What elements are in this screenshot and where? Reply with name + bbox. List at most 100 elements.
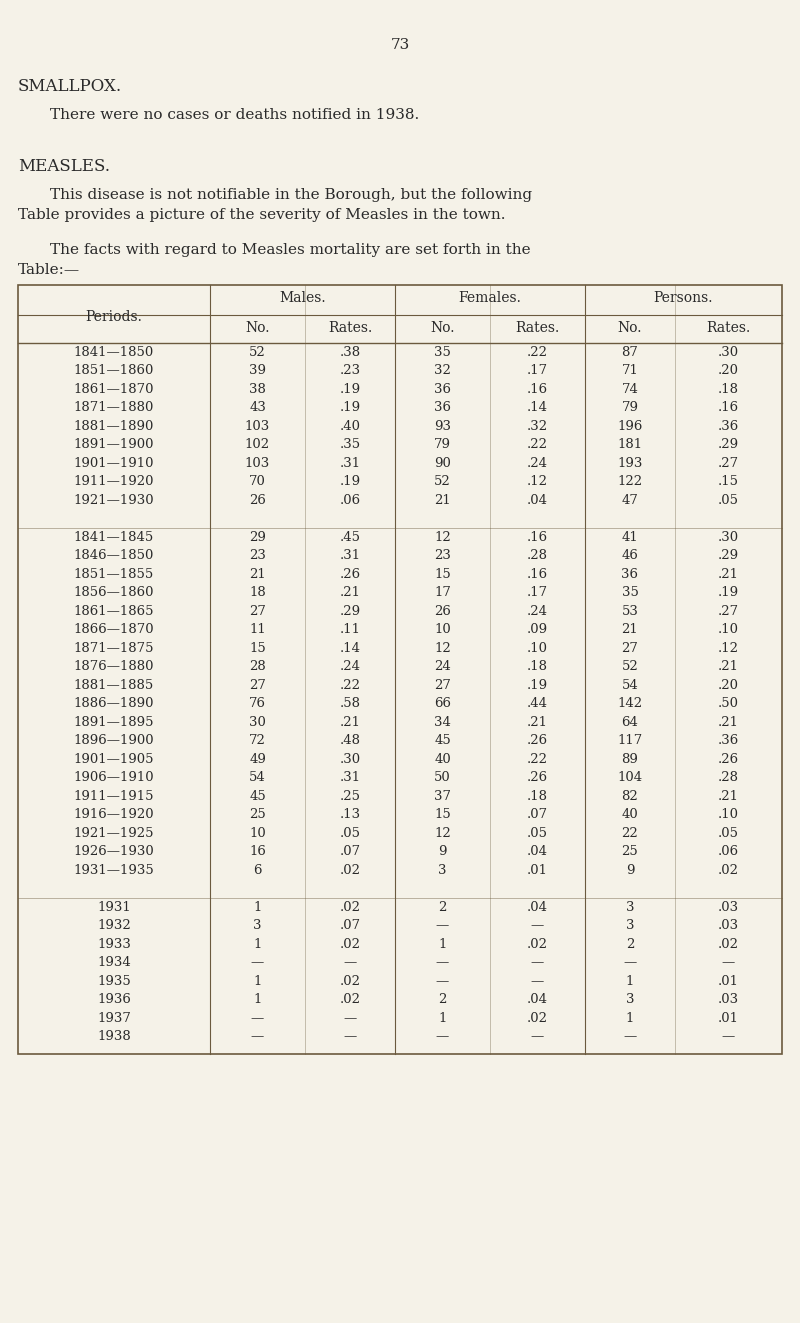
Text: 3: 3 (626, 901, 634, 914)
Text: .12: .12 (718, 642, 739, 655)
Text: 1: 1 (438, 1012, 446, 1025)
Text: —: — (343, 1012, 357, 1025)
Text: 23: 23 (434, 549, 451, 562)
Text: 1934: 1934 (97, 957, 131, 970)
Text: .29: .29 (339, 605, 361, 618)
Text: Rates.: Rates. (515, 321, 560, 335)
Text: 1921—1925: 1921—1925 (74, 827, 154, 840)
Text: 1: 1 (254, 975, 262, 988)
Text: .24: .24 (527, 456, 548, 470)
Text: 1: 1 (626, 975, 634, 988)
Text: 15: 15 (249, 642, 266, 655)
Text: 1933: 1933 (97, 938, 131, 951)
Text: —: — (531, 957, 544, 970)
Text: 24: 24 (434, 660, 451, 673)
Text: 1861—1865: 1861—1865 (74, 605, 154, 618)
Text: —: — (436, 1031, 449, 1044)
Text: 1901—1905: 1901—1905 (74, 753, 154, 766)
Text: 34: 34 (434, 716, 451, 729)
Text: This disease is not notifiable in the Borough, but the following: This disease is not notifiable in the Bo… (50, 188, 532, 202)
Text: 45: 45 (249, 790, 266, 803)
Text: —: — (623, 1031, 637, 1044)
Text: 16: 16 (249, 845, 266, 859)
Bar (18, 284, 782, 1054)
Text: .06: .06 (718, 845, 739, 859)
Text: 53: 53 (622, 605, 638, 618)
Text: .22: .22 (527, 753, 548, 766)
Text: —: — (623, 957, 637, 970)
Text: 21: 21 (434, 493, 451, 507)
Text: .23: .23 (339, 364, 361, 377)
Text: .26: .26 (718, 753, 739, 766)
Text: .29: .29 (718, 438, 739, 451)
Text: —: — (436, 975, 449, 988)
Text: .07: .07 (527, 808, 548, 822)
Text: 17: 17 (434, 586, 451, 599)
Text: 9: 9 (626, 864, 634, 877)
Text: .30: .30 (718, 345, 739, 359)
Text: 15: 15 (434, 568, 451, 581)
Text: .07: .07 (339, 845, 361, 859)
Text: Persons.: Persons. (654, 291, 714, 306)
Text: 104: 104 (618, 771, 642, 785)
Text: .05: .05 (718, 827, 739, 840)
Text: .26: .26 (527, 771, 548, 785)
Text: 12: 12 (434, 642, 451, 655)
Text: .02: .02 (339, 901, 361, 914)
Text: 12: 12 (434, 827, 451, 840)
Text: .05: .05 (527, 827, 548, 840)
Text: 2: 2 (438, 994, 446, 1007)
Text: 3: 3 (438, 864, 446, 877)
Text: 10: 10 (249, 827, 266, 840)
Text: 6: 6 (254, 864, 262, 877)
Text: .29: .29 (718, 549, 739, 562)
Text: Table provides a picture of the severity of Measles in the town.: Table provides a picture of the severity… (18, 208, 506, 222)
Text: .21: .21 (339, 586, 361, 599)
Text: .07: .07 (339, 919, 361, 933)
Text: 2: 2 (626, 938, 634, 951)
Text: 35: 35 (622, 586, 638, 599)
Text: 1936: 1936 (97, 994, 131, 1007)
Text: .19: .19 (718, 586, 739, 599)
Text: 1911—1920: 1911—1920 (74, 475, 154, 488)
Text: There were no cases or deaths notified in 1938.: There were no cases or deaths notified i… (50, 108, 419, 122)
Text: 103: 103 (245, 419, 270, 433)
Text: .15: .15 (718, 475, 739, 488)
Text: 27: 27 (249, 605, 266, 618)
Text: .17: .17 (527, 586, 548, 599)
Text: .02: .02 (339, 938, 361, 951)
Text: .22: .22 (339, 679, 361, 692)
Text: .28: .28 (527, 549, 548, 562)
Text: 73: 73 (390, 38, 410, 52)
Text: .03: .03 (718, 901, 739, 914)
Text: 26: 26 (434, 605, 451, 618)
Text: 52: 52 (249, 345, 266, 359)
Text: .04: .04 (527, 901, 548, 914)
Text: .05: .05 (718, 493, 739, 507)
Text: 117: 117 (618, 734, 642, 747)
Text: 1906—1910: 1906—1910 (74, 771, 154, 785)
Text: 1935: 1935 (97, 975, 131, 988)
Text: .21: .21 (718, 716, 739, 729)
Text: —: — (722, 1031, 735, 1044)
Text: .19: .19 (339, 475, 361, 488)
Text: 66: 66 (434, 697, 451, 710)
Text: .32: .32 (527, 419, 548, 433)
Text: 12: 12 (434, 531, 451, 544)
Text: .48: .48 (339, 734, 361, 747)
Text: .18: .18 (527, 790, 548, 803)
Text: .19: .19 (339, 401, 361, 414)
Text: 1: 1 (254, 938, 262, 951)
Text: 54: 54 (622, 679, 638, 692)
Text: 181: 181 (618, 438, 642, 451)
Text: 45: 45 (434, 734, 451, 747)
Text: 1896—1900: 1896—1900 (74, 734, 154, 747)
Text: 1881—1890: 1881—1890 (74, 419, 154, 433)
Text: 1: 1 (254, 901, 262, 914)
Text: .10: .10 (718, 808, 739, 822)
Text: 79: 79 (434, 438, 451, 451)
Text: 196: 196 (618, 419, 642, 433)
Text: .22: .22 (527, 438, 548, 451)
Text: .36: .36 (718, 734, 739, 747)
Text: 70: 70 (249, 475, 266, 488)
